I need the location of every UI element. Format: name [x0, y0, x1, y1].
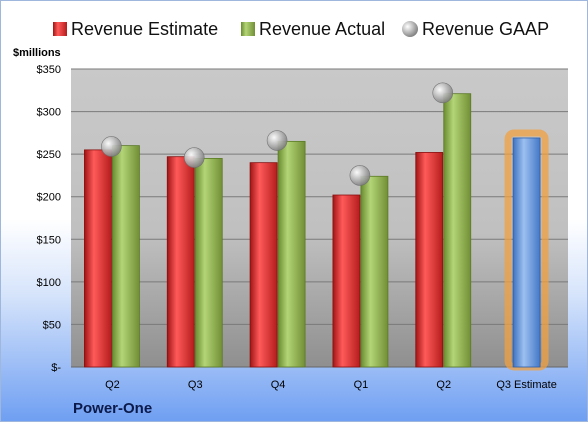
y-tick-label: $150: [37, 234, 61, 246]
bar-revenue-estimate: [415, 152, 444, 368]
bar-revenue-actual: [194, 157, 223, 368]
y-tick-label: $250: [37, 149, 61, 161]
bar-revenue-actual: [360, 175, 389, 368]
x-category-label: Q3 Estimate: [496, 379, 557, 391]
bar-revenue-estimate: [166, 156, 195, 368]
legend-label-revenue-gaap: Revenue GAAP: [422, 19, 549, 39]
marker-revenue-gaap: [101, 136, 122, 157]
company-label: Power-One: [73, 400, 152, 417]
legend-swatch-revenue-actual: [241, 22, 255, 36]
y-axis-ticks: $- $50 $100 $150 $200 $250 $300 $350: [37, 64, 62, 374]
y-tick-label: $100: [37, 277, 61, 289]
plot-area: [71, 69, 568, 367]
y-tick-label: $-: [51, 362, 61, 374]
y-unit-label: $millions: [13, 47, 61, 59]
bar-revenue-actual: [277, 140, 306, 368]
bars: [84, 93, 549, 371]
x-category-label: Q4: [271, 379, 286, 391]
bar-revenue-actual: [443, 93, 472, 368]
x-category-label: Q2: [436, 379, 451, 391]
marker-revenue-gaap: [432, 82, 454, 104]
y-tick-label: $300: [37, 107, 61, 119]
bar-revenue-estimate: [84, 149, 112, 368]
bar-revenue-estimate: [249, 162, 278, 368]
x-category-label: Q2: [105, 379, 120, 391]
marker-revenue-gaap: [266, 130, 288, 151]
marker-revenue-gaap: [183, 147, 205, 168]
legend-label-revenue-estimate: Revenue Estimate: [71, 19, 218, 39]
legend-marker-revenue-gaap: [402, 21, 418, 37]
bar-revenue-estimate: [332, 194, 361, 368]
legend-label-revenue-actual: Revenue Actual: [259, 19, 385, 39]
gridlines: [71, 68, 568, 368]
legend-swatch-revenue-estimate: [53, 22, 67, 36]
y-tick-label: $350: [37, 64, 61, 76]
y-tick-label: $200: [37, 192, 61, 204]
marker-revenue-gaap: [349, 165, 371, 186]
x-axis-categories: Q2 Q3 Q4 Q1 Q2 Q3 Estimate: [105, 379, 557, 391]
legend: Revenue Estimate Revenue Actual Revenue …: [53, 19, 549, 39]
x-category-label: Q3: [188, 379, 203, 391]
bar-q3-estimate: [512, 137, 541, 368]
bar-revenue-actual: [112, 145, 140, 368]
gaap-markers: [101, 82, 454, 186]
y-tick-label: $50: [43, 319, 61, 331]
x-category-label: Q1: [354, 379, 369, 391]
